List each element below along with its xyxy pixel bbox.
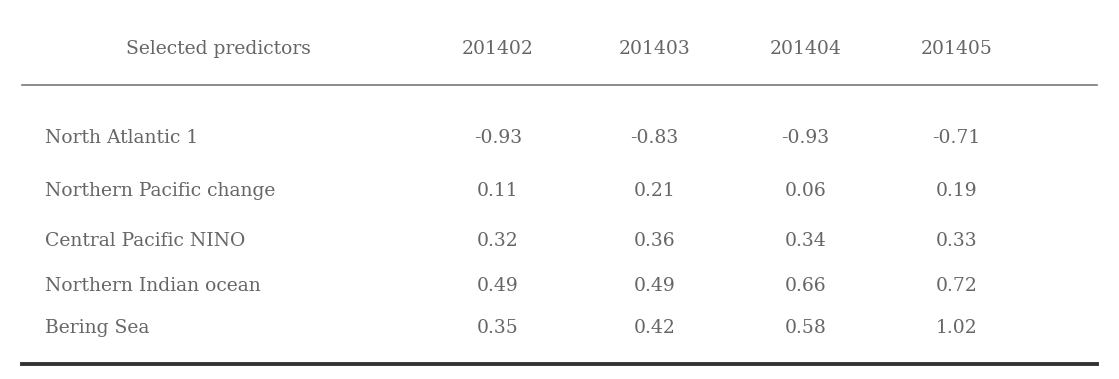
Text: 0.11: 0.11 [477,182,519,200]
Text: 0.66: 0.66 [784,277,827,295]
Text: 0.33: 0.33 [935,232,978,250]
Text: -0.71: -0.71 [932,129,981,147]
Text: Bering Sea: Bering Sea [45,319,149,337]
Text: 0.36: 0.36 [633,232,676,250]
Text: 201404: 201404 [770,40,841,58]
Text: -0.93: -0.93 [781,129,830,147]
Text: 0.49: 0.49 [477,277,519,295]
Text: 201402: 201402 [462,40,534,58]
Text: Northern Indian ocean: Northern Indian ocean [45,277,261,295]
Text: -0.83: -0.83 [630,129,679,147]
Text: North Atlantic 1: North Atlantic 1 [45,129,198,147]
Text: Northern Pacific change: Northern Pacific change [45,182,275,200]
Text: 0.42: 0.42 [633,319,676,337]
Text: Selected predictors: Selected predictors [125,40,311,58]
Text: 0.19: 0.19 [935,182,978,200]
Text: 0.34: 0.34 [784,232,827,250]
Text: 201403: 201403 [619,40,690,58]
Text: 1.02: 1.02 [935,319,978,337]
Text: 0.49: 0.49 [633,277,676,295]
Text: 0.32: 0.32 [477,232,519,250]
Text: 0.58: 0.58 [784,319,827,337]
Text: Central Pacific NINO: Central Pacific NINO [45,232,245,250]
Text: 0.21: 0.21 [633,182,676,200]
Text: 201405: 201405 [921,40,993,58]
Text: 0.35: 0.35 [477,319,519,337]
Text: 0.72: 0.72 [935,277,978,295]
Text: -0.93: -0.93 [473,129,523,147]
Text: 0.06: 0.06 [784,182,827,200]
